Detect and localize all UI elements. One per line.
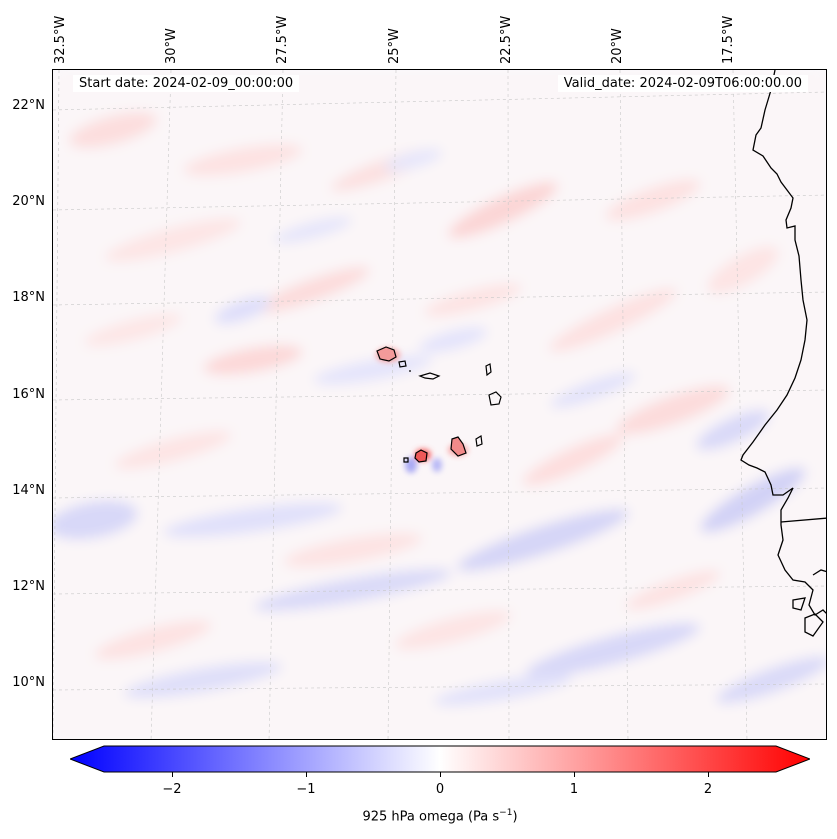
island-brava (403, 457, 409, 463)
lon-label-22-5w: 22.5°W (499, 15, 514, 64)
island-boa-vista (488, 391, 502, 406)
cape-verde-islands (376, 346, 502, 463)
lon-label-32-5w: 32.5°W (53, 15, 68, 64)
colorbar (68, 745, 812, 775)
colorbar-tick-neg2 (172, 772, 173, 777)
colorbar-tick-label-2: 2 (703, 782, 713, 797)
lat-label-16n: 16°N (12, 387, 45, 402)
lat-label-14n: 14°N (12, 483, 45, 498)
colorbar-tick-neg1 (306, 772, 307, 777)
west-africa-coastline (740, 70, 826, 637)
graticule (53, 70, 826, 739)
colorbar-tick-label-neg1: −1 (296, 782, 316, 797)
lon-label-20w: 20°W (610, 28, 625, 64)
island-maio (475, 435, 483, 447)
lat-label-10n: 10°N (12, 675, 45, 690)
lon-label-25w: 25°W (387, 28, 402, 64)
colorbar-title: 925 hPa omega (Pa s−1) (0, 808, 837, 824)
start-date-label: Start date: 2024-02-09_00:00:00 (73, 75, 300, 92)
island-sao-nicolau (418, 372, 441, 380)
omega-field-map (53, 70, 826, 739)
omega-field (53, 70, 826, 739)
colorbar-tick-label-0: 0 (435, 782, 445, 797)
colorbar-title-prefix: 925 hPa omega (Pa s (362, 809, 500, 825)
lat-label-18n: 18°N (12, 290, 45, 305)
colorbar-title-suffix: ) (512, 809, 518, 825)
island-santo-antao (376, 346, 397, 362)
island-sao-vicente (398, 360, 407, 368)
map-panel[interactable] (52, 69, 827, 740)
island-sal (485, 363, 492, 377)
colorbar-title-exponent: −1 (499, 808, 513, 818)
colorbar-gradient (68, 745, 812, 773)
colorbar-tick-1 (574, 772, 575, 777)
valid-date-label: Valid_date: 2024-02-09T06:00:00.00 (557, 75, 808, 92)
lon-label-27-5w: 27.5°W (275, 15, 290, 64)
lon-label-17-5w: 17.5°W (721, 15, 736, 64)
lat-label-12n: 12°N (12, 579, 45, 594)
colorbar-tick-0 (440, 772, 441, 777)
lat-label-22n: 22°N (12, 98, 45, 113)
island-fogo (414, 449, 428, 463)
lon-label-30w: 30°W (164, 28, 179, 64)
island-santiago (450, 436, 467, 457)
colorbar-tick-label-1: 1 (569, 782, 579, 797)
lat-label-20n: 20°N (12, 194, 45, 209)
colorbar-tick-label-neg2: −2 (162, 782, 182, 797)
colorbar-tick-2 (708, 772, 709, 777)
